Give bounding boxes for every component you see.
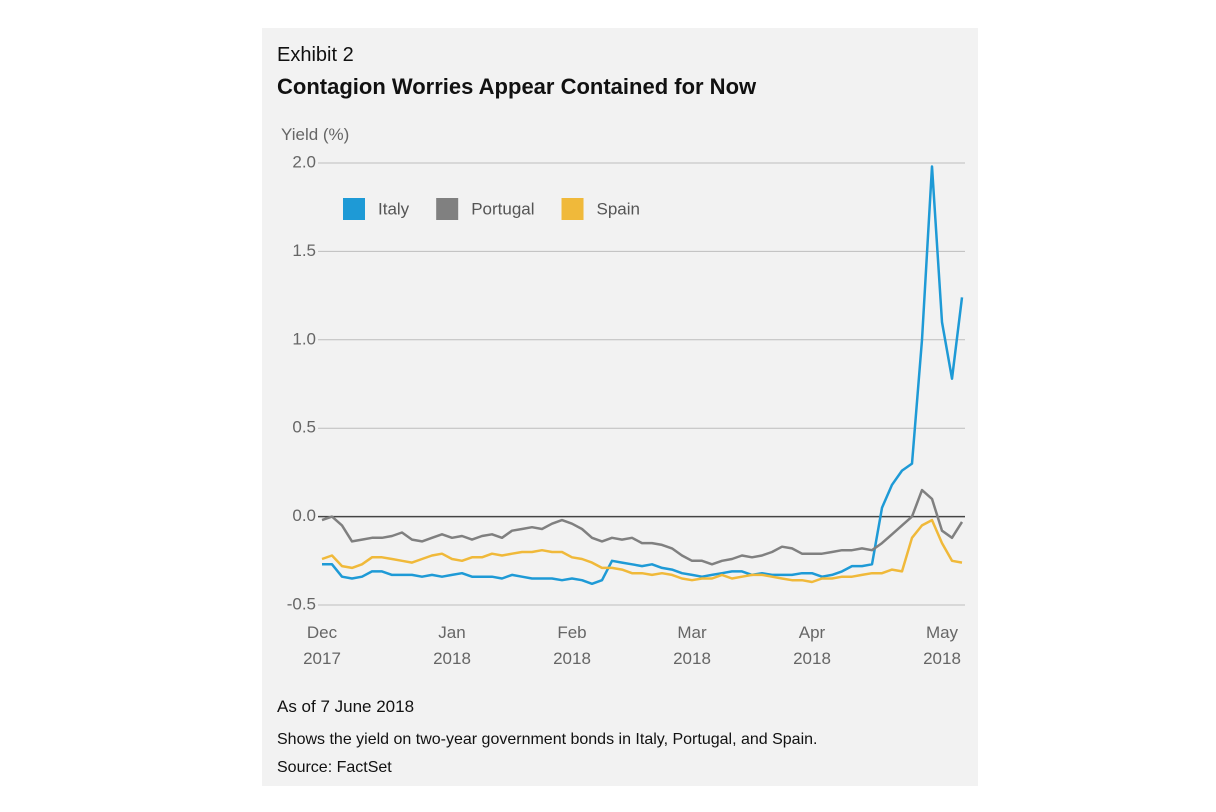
y-tick-label: 2.0 (292, 152, 316, 171)
y-axis-label: Yield (%) (281, 125, 350, 144)
y-tick-label: 0.5 (292, 418, 316, 437)
x-tick-label: Apr 2018 (793, 623, 831, 668)
note: Source: FactSet (277, 759, 392, 776)
legend-label: Spain (597, 199, 640, 218)
exhibit-label: Exhibit 2 (277, 44, 354, 66)
panel (262, 28, 978, 786)
y-tick-label: -0.5 (287, 594, 316, 613)
legend-swatch (343, 198, 365, 220)
note: As of 7 June 2018 (277, 697, 415, 716)
x-tick-label: Mar 2018 (673, 623, 711, 668)
x-tick-label: Dec 2017 (303, 623, 341, 668)
series-line (322, 165, 964, 586)
x-tick-label: Feb 2018 (553, 623, 591, 668)
note: Shows the yield on two-year government b… (277, 731, 818, 748)
series-line (321, 518, 963, 584)
x-tick-label: Jan 2018 (433, 623, 471, 668)
legend-label: Portugal (471, 199, 534, 218)
y-tick-label: 0.0 (292, 506, 316, 525)
x-tick-label: May 2018 (923, 623, 961, 668)
legend-swatch (561, 198, 584, 220)
y-tick-label: 1.0 (292, 329, 316, 348)
legend-swatch (436, 198, 459, 220)
series-line (321, 488, 964, 566)
chart-title: Contagion Worries Appear Contained for N… (277, 74, 757, 99)
y-tick-label: 1.5 (292, 241, 316, 260)
legend-label: Italy (378, 199, 410, 218)
